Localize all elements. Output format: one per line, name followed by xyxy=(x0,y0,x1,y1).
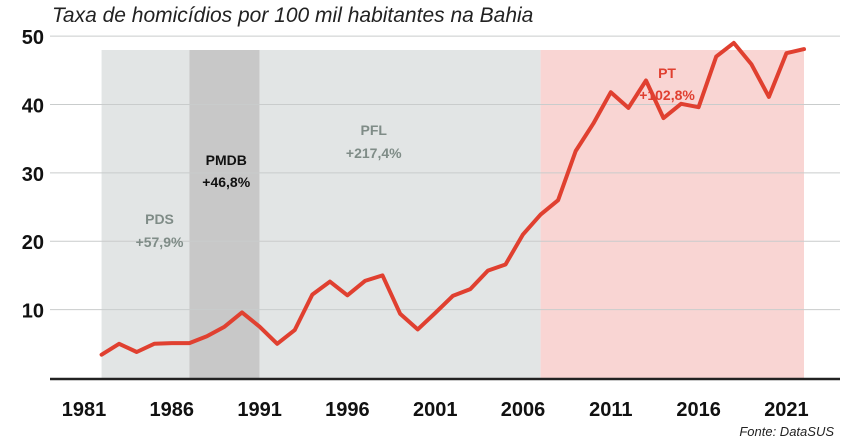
x-tick-label: 2006 xyxy=(501,399,546,421)
period-label-pfl: PFL xyxy=(361,122,388,138)
x-tick-label: 1996 xyxy=(325,399,370,421)
x-tick-label: 2016 xyxy=(676,399,721,421)
x-tick-label: 2001 xyxy=(413,399,458,421)
y-tick-label: 40 xyxy=(22,95,44,117)
period-change-pfl: +217,4% xyxy=(346,145,402,161)
period-label-pt: PT xyxy=(658,65,676,81)
period-label-pmdb: PMDB xyxy=(206,152,247,168)
x-tick-label: 2011 xyxy=(589,399,632,421)
x-tick-label: 1991 xyxy=(237,399,282,421)
period-label-pds: PDS xyxy=(145,211,174,227)
series-line xyxy=(99,40,806,357)
y-tick-label: 30 xyxy=(22,164,44,186)
period-change-pds: +57,9% xyxy=(136,234,184,250)
source-note: Fonte: DataSUS xyxy=(739,424,834,439)
chart-title: Taxa de homicídios por 100 mil habitante… xyxy=(52,4,534,27)
y-tick-label: 50 xyxy=(22,27,44,49)
y-tick-label: 10 xyxy=(22,301,44,323)
y-tick-label: 20 xyxy=(22,232,44,254)
x-tick-label: 1986 xyxy=(150,399,195,421)
period-change-pmdb: +46,8% xyxy=(202,174,250,190)
period-band-pfl xyxy=(259,50,541,378)
period-change-pt: +102,8% xyxy=(639,87,695,103)
x-tick-label: 2021 xyxy=(764,399,809,421)
x-tick-label: 1981 xyxy=(62,399,107,421)
